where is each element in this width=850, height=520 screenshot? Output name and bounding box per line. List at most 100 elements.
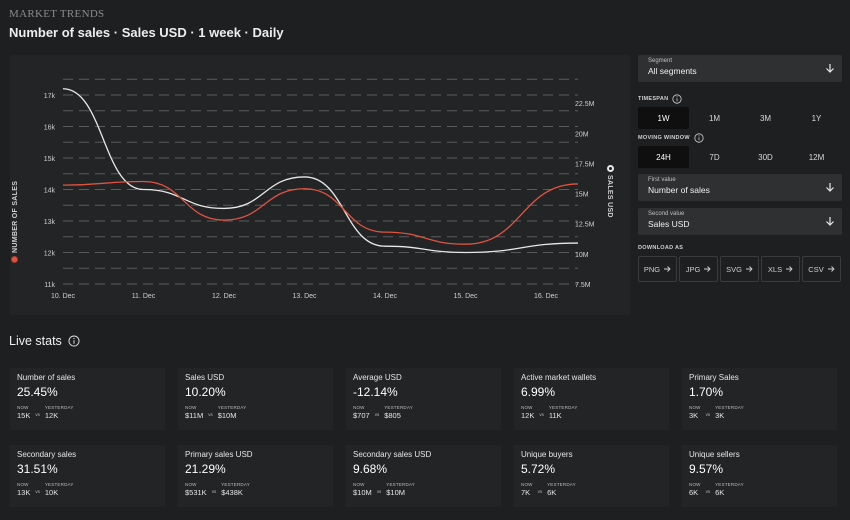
stat-percent: 9.57% [689, 462, 724, 476]
info-icon[interactable] [672, 94, 683, 104]
stat-comparison: NOW $10M vs YESTERDAY $10M [353, 482, 494, 497]
now-value: 7K [521, 488, 531, 497]
segment-dropdown[interactable]: Segment All segments [638, 55, 842, 82]
stat-yesterday: YESTERDAY 6K [715, 482, 744, 497]
right-tick-label: 15M [575, 192, 589, 199]
window-option-7d[interactable]: 7D [709, 152, 720, 162]
left-axis-title: NUMBER OF SALES [11, 181, 19, 263]
yesterday-caption: YESTERDAY [547, 482, 576, 487]
stat-comparison: NOW 15K vs YESTERDAY 12K [17, 405, 158, 420]
now-value: 6K [689, 488, 699, 497]
left-tick-label: 14k [44, 188, 56, 195]
download-format-label: PNG [643, 264, 661, 274]
download-format-label: CSV [808, 264, 824, 274]
stat-card: Secondary sales 31.51% NOW 13K vs YESTERDAY 10… [10, 445, 165, 507]
stat-name: Secondary sales [17, 450, 77, 459]
vs-label: vs [376, 489, 382, 494]
timespan-option-1y[interactable]: 1Y [811, 113, 822, 123]
live-stats-title: Live stats [9, 334, 80, 348]
stat-percent: -12.14% [353, 385, 398, 399]
second-value-label: Second value [648, 211, 685, 217]
chart-panel: 11k 12k 13k 14k 15k 16k 17k 7.5M 10M 12.5M 15M 17.5… [10, 55, 630, 315]
stat-name: Active market wallets [521, 373, 597, 382]
yesterday-value: 6K [715, 488, 725, 497]
stat-name: Primary sales USD [185, 450, 253, 459]
vs-label: vs [705, 489, 711, 494]
info-icon[interactable] [68, 335, 80, 347]
stat-yesterday: YESTERDAY 3K [715, 405, 744, 420]
stat-now: NOW $531K [185, 482, 207, 497]
arrow-right-icon [745, 266, 753, 272]
now-caption: NOW [689, 405, 701, 410]
yesterday-value: 6K [547, 488, 557, 497]
stat-yesterday: YESTERDAY $10M [218, 405, 247, 420]
download-png-button[interactable]: PNG [638, 256, 677, 282]
stat-comparison: NOW 13K vs YESTERDAY 10K [17, 482, 158, 497]
download-label-text: DOWNLOAD AS [638, 245, 684, 251]
timespan-option-3m[interactable]: 3M [759, 113, 772, 123]
arrow-right-icon [664, 266, 671, 272]
x-tick-label: 12. Dec [212, 293, 237, 300]
stat-now: NOW 15K [17, 405, 30, 420]
yesterday-value: $10M [386, 488, 406, 497]
x-tick-label: 15. Dec [453, 293, 478, 300]
now-caption: NOW [17, 482, 29, 487]
x-tick-label: 16. Dec [534, 293, 559, 300]
stat-name: Number of sales [17, 373, 76, 382]
x-tick-label: 10. Dec [51, 293, 76, 300]
left-tick-label: 17k [44, 93, 56, 100]
timespan-option-1m[interactable]: 1M [708, 113, 721, 123]
legend-dot-red [11, 256, 18, 263]
download-buttons: PNG JPG SVG XLS CSV [638, 256, 842, 282]
window-option-30d[interactable]: 30D [758, 152, 773, 162]
download-csv-button[interactable]: CSV [802, 256, 841, 282]
now-value: 12K [521, 411, 535, 420]
stat-percent: 25.45% [17, 385, 58, 399]
stat-name: Average USD [353, 373, 402, 382]
first-value-dropdown[interactable]: First value Number of sales [638, 174, 842, 201]
stat-percent: 5.72% [521, 462, 556, 476]
download-jpg-button[interactable]: JPG [679, 256, 718, 282]
timespan-label-text: TIMESPAN [638, 96, 669, 102]
right-tick-label: 22.5M [575, 101, 595, 108]
yesterday-value: $10M [217, 411, 237, 420]
right-tick-label: 17.5M [575, 161, 595, 168]
stat-percent: 10.20% [185, 385, 226, 399]
stat-comparison: NOW 3K vs YESTERDAY 3K [689, 405, 830, 420]
stat-comparison: NOW $707 vs YESTERDAY $805 [353, 405, 494, 420]
controls-panel: Segment All segments TIMESPAN 1W 1M 3M 1Y M… [638, 55, 842, 282]
yesterday-caption: YESTERDAY [217, 405, 247, 410]
now-value: 3K [689, 411, 699, 420]
yesterday-value: $438K [221, 488, 243, 497]
info-icon[interactable] [694, 133, 704, 143]
stat-now: NOW $10M [353, 482, 372, 497]
window-option-24h[interactable]: 24H [638, 146, 689, 168]
download-label: DOWNLOAD AS [638, 243, 842, 253]
now-caption: NOW [521, 405, 533, 410]
segment-label: Segment [648, 58, 673, 64]
x-tick-label: 11. Dec [132, 293, 156, 300]
now-value: 15K [17, 411, 31, 420]
stat-comparison: NOW 7K vs YESTERDAY 6K [521, 482, 662, 497]
arrow-right-icon [827, 266, 835, 272]
download-svg-button[interactable]: SVG [720, 256, 759, 282]
stat-now: NOW 13K [17, 482, 30, 497]
now-caption: NOW [521, 482, 533, 487]
stat-card: Primary Sales 1.70% NOW 3K vs YESTERDAY 3K [682, 368, 837, 430]
x-tick-label: 14. Dec [373, 293, 398, 300]
first-value-value: Number of sales [648, 185, 710, 195]
vs-label: vs [35, 489, 40, 494]
yesterday-caption: YESTERDAY [44, 405, 74, 410]
right-tick-label: 20M [575, 131, 589, 138]
stat-comparison: NOW $531K vs YESTERDAY $438K [185, 482, 326, 497]
vs-label: vs [539, 412, 544, 417]
yesterday-value: 11K [548, 411, 562, 420]
stat-yesterday: YESTERDAY $10M [386, 482, 415, 497]
window-option-12m[interactable]: 12M [808, 152, 825, 162]
download-xls-button[interactable]: XLS [761, 256, 800, 282]
moving-window-label-text: MOVING WINDOW [638, 135, 690, 141]
timespan-option-1w[interactable]: 1W [638, 107, 689, 129]
second-value-dropdown[interactable]: Second value Sales USD [638, 208, 842, 235]
stat-percent: 31.51% [17, 462, 58, 476]
vs-label: vs [211, 489, 217, 494]
